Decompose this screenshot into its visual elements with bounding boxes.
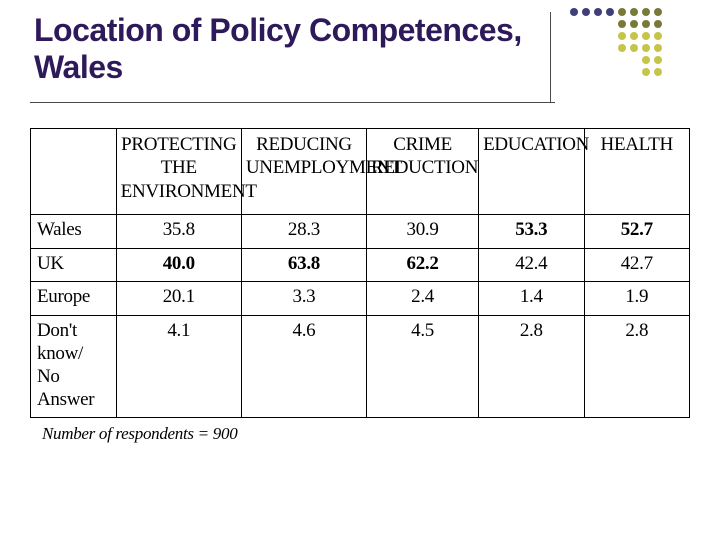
deco-dot-icon bbox=[654, 44, 662, 52]
deco-dot-icon bbox=[606, 8, 614, 16]
cell: 4.1 bbox=[116, 316, 241, 418]
col-header: EDUCATION bbox=[479, 128, 584, 214]
row-label: UK bbox=[31, 248, 117, 282]
col-header: CRIME REDUCTION bbox=[367, 128, 479, 214]
cell: 3.3 bbox=[241, 282, 366, 316]
footnote: Number of respondents = 900 bbox=[42, 424, 690, 444]
deco-dot-icon bbox=[654, 20, 662, 28]
deco-dot-icon bbox=[642, 44, 650, 52]
row-label: Don't know/ No Answer bbox=[31, 316, 117, 418]
cell: 20.1 bbox=[116, 282, 241, 316]
cell: 30.9 bbox=[367, 214, 479, 248]
deco-dot-icon bbox=[642, 56, 650, 64]
cell: 62.2 bbox=[367, 248, 479, 282]
deco-dot-icon bbox=[642, 32, 650, 40]
col-header: REDUCING UNEMPLOYMENT bbox=[241, 128, 366, 214]
col-header: PROTECTING THE ENVIRONMENT bbox=[116, 128, 241, 214]
cell: 42.7 bbox=[584, 248, 689, 282]
cell: 1.9 bbox=[584, 282, 689, 316]
cell: 40.0 bbox=[116, 248, 241, 282]
cell: 2.4 bbox=[367, 282, 479, 316]
deco-dot-icon bbox=[630, 20, 638, 28]
cell: 63.8 bbox=[241, 248, 366, 282]
table-header-row: PROTECTING THE ENVIRONMENT REDUCING UNEM… bbox=[31, 128, 690, 214]
row-label: Wales bbox=[31, 214, 117, 248]
decoration-hline bbox=[30, 102, 555, 103]
cell: 2.8 bbox=[584, 316, 689, 418]
decoration-vline bbox=[550, 12, 551, 102]
cell: 35.8 bbox=[116, 214, 241, 248]
deco-dot-icon bbox=[582, 8, 590, 16]
deco-dot-icon bbox=[630, 44, 638, 52]
row-label: Europe bbox=[31, 282, 117, 316]
deco-dot-icon bbox=[654, 8, 662, 16]
cell: 4.5 bbox=[367, 316, 479, 418]
table-row: Wales 35.8 28.3 30.9 53.3 52.7 bbox=[31, 214, 690, 248]
deco-dot-icon bbox=[618, 44, 626, 52]
cell: 52.7 bbox=[584, 214, 689, 248]
deco-dot-icon bbox=[642, 8, 650, 16]
cell: 2.8 bbox=[479, 316, 584, 418]
deco-dot-icon bbox=[642, 68, 650, 76]
col-header: HEALTH bbox=[584, 128, 689, 214]
col-header bbox=[31, 128, 117, 214]
cell: 42.4 bbox=[479, 248, 584, 282]
cell: 28.3 bbox=[241, 214, 366, 248]
page-title: Location of Policy Competences, Wales bbox=[30, 12, 550, 86]
deco-dot-icon bbox=[570, 8, 578, 16]
table-row: UK 40.0 63.8 62.2 42.4 42.7 bbox=[31, 248, 690, 282]
deco-dot-icon bbox=[618, 32, 626, 40]
deco-dot-icon bbox=[618, 8, 626, 16]
cell: 1.4 bbox=[479, 282, 584, 316]
corner-decoration bbox=[550, 12, 690, 82]
deco-dot-icon bbox=[654, 56, 662, 64]
deco-dot-icon bbox=[654, 32, 662, 40]
deco-dot-icon bbox=[630, 32, 638, 40]
policy-table: PROTECTING THE ENVIRONMENT REDUCING UNEM… bbox=[30, 128, 690, 445]
cell: 53.3 bbox=[479, 214, 584, 248]
deco-dot-icon bbox=[630, 8, 638, 16]
table-row: Europe 20.1 3.3 2.4 1.4 1.9 bbox=[31, 282, 690, 316]
deco-dot-icon bbox=[594, 8, 602, 16]
deco-dot-icon bbox=[642, 20, 650, 28]
cell: 4.6 bbox=[241, 316, 366, 418]
table-row: Don't know/ No Answer 4.1 4.6 4.5 2.8 2.… bbox=[31, 316, 690, 418]
deco-dot-icon bbox=[654, 68, 662, 76]
deco-dot-icon bbox=[618, 20, 626, 28]
